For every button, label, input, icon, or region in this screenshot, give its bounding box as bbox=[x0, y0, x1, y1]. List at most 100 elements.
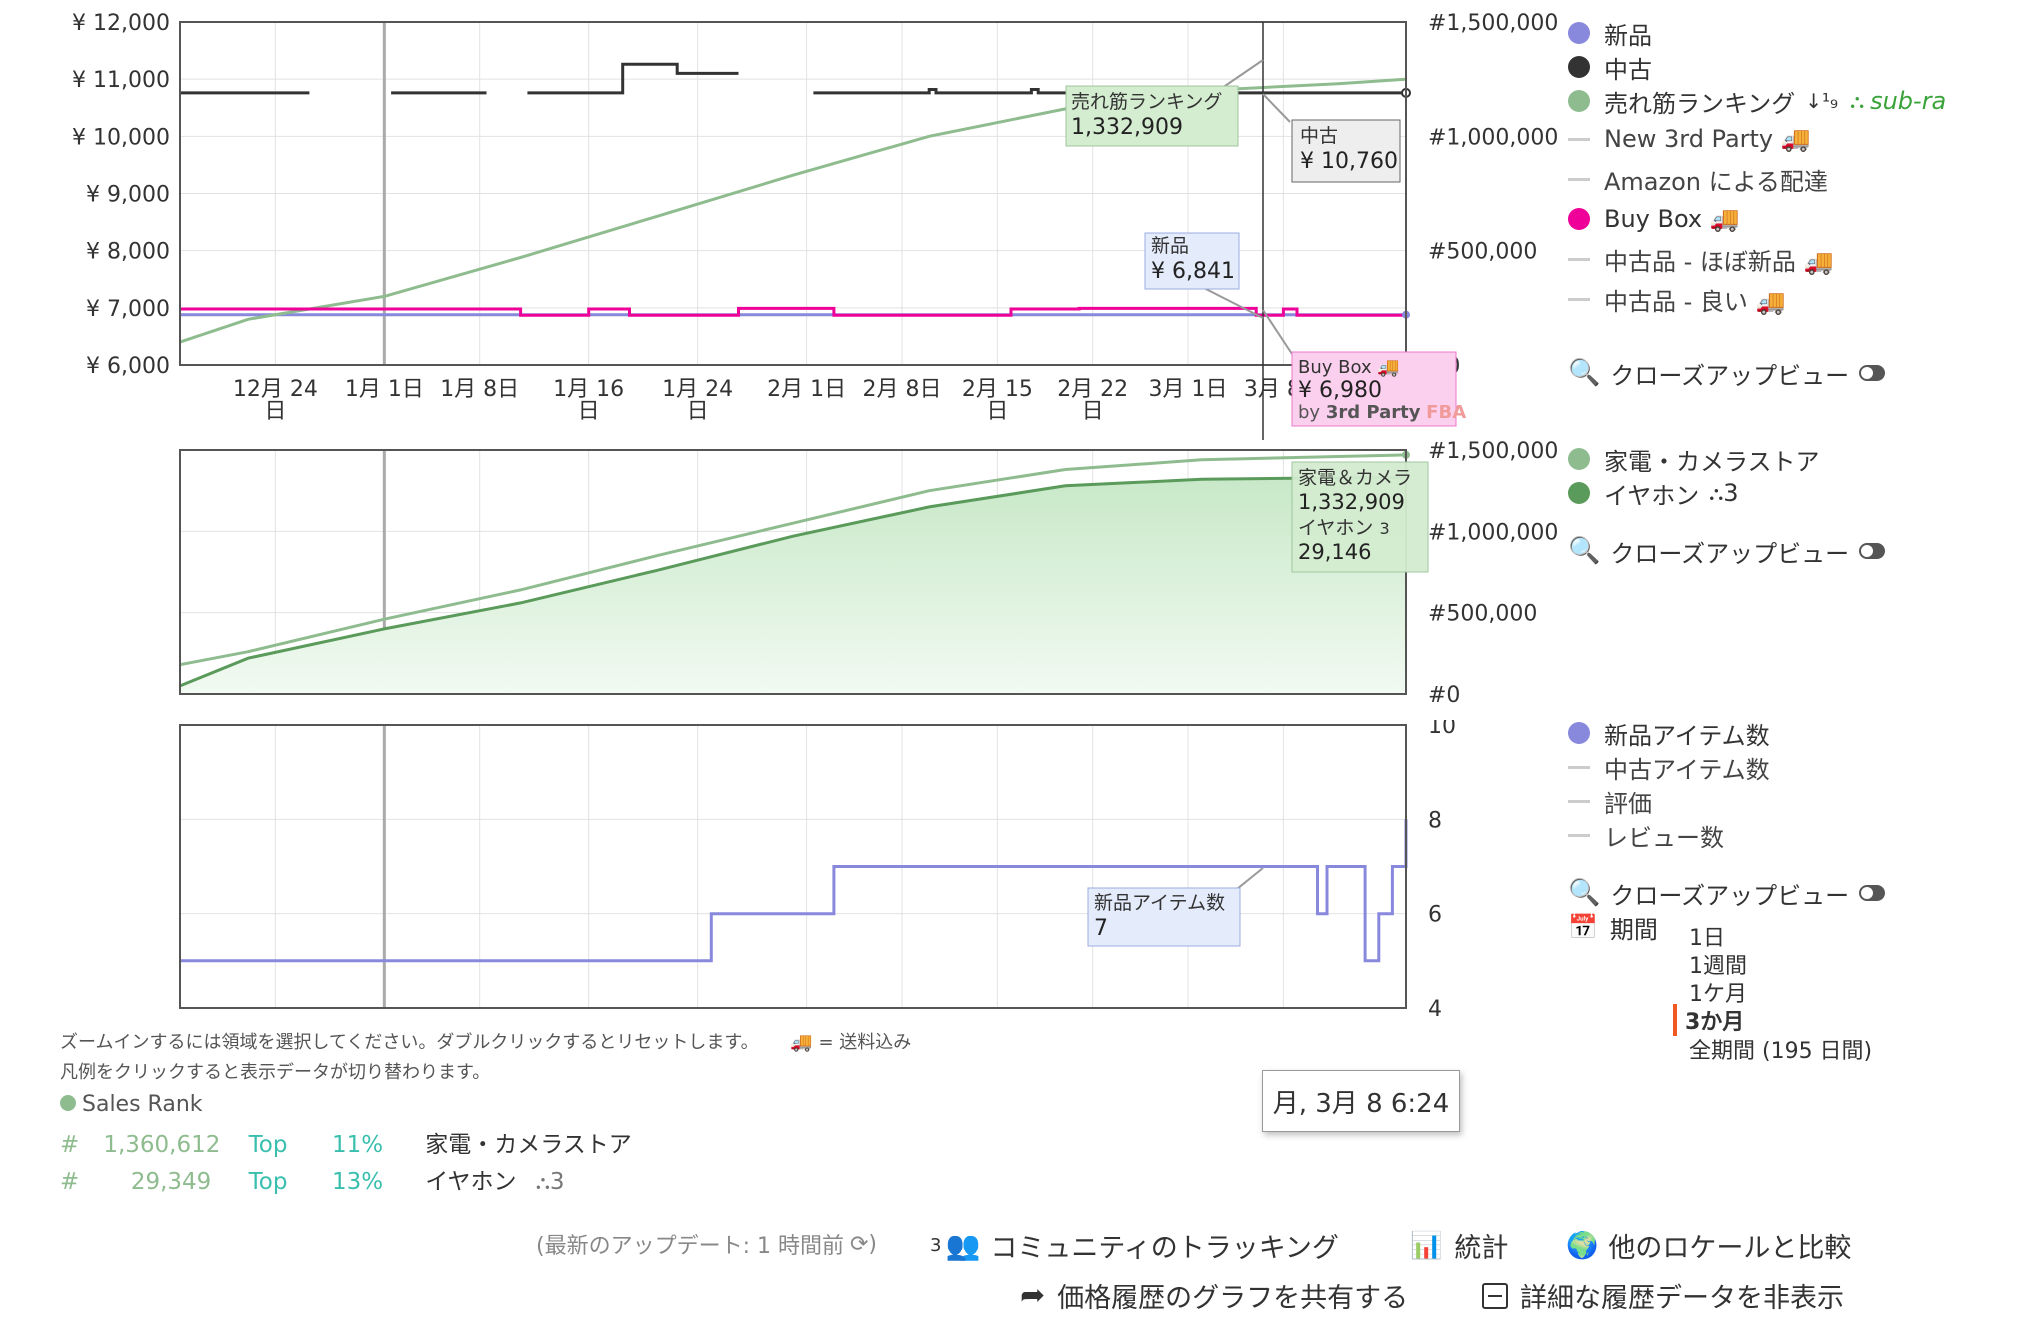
compare-locale-link[interactable]: 🌍 他のロケールと比較 bbox=[1566, 1226, 1851, 1265]
y-axis-left-tick: ¥ 11,000 bbox=[72, 68, 170, 93]
last-update-text: (最新のアップデート: 1 時間前 bbox=[536, 1234, 844, 1259]
legend-dash-icon bbox=[1568, 297, 1590, 301]
legend-item-used-like-new[interactable]: 中古品 - ほぼ新品 🚚 bbox=[1568, 242, 1833, 276]
legend-dot-icon bbox=[1568, 90, 1590, 112]
legend-label: イヤホン bbox=[1604, 481, 1700, 510]
sales-rank-row: # 29,349 Top 13% イヤホン ⛬3 bbox=[60, 1162, 565, 1196]
legend-item-rating[interactable]: 評価 bbox=[1568, 784, 1652, 818]
bar-chart-icon: 📊 bbox=[1410, 1230, 1443, 1261]
rank-category[interactable]: 家電・カメラストア bbox=[425, 1132, 632, 1158]
tooltip-new-offer-count-value: 7 bbox=[1094, 916, 1108, 941]
share-label: 価格履歴のグラフを共有する bbox=[1057, 1283, 1409, 1314]
legend-dash-icon bbox=[1568, 833, 1590, 837]
legend-item-amazon-delivery[interactable]: Amazon による配達 bbox=[1568, 162, 1828, 196]
legend-label: New 3rd Party 🚚 bbox=[1604, 125, 1811, 153]
x-axis-tick: 1月 8日 bbox=[440, 377, 519, 402]
series-line-earphones bbox=[179, 476, 1406, 688]
sales-rank-chart[interactable]: #1,500,000 #1,000,000 #500,000 #0 家電＆カメラ 1,… bbox=[0, 440, 1560, 720]
period-label: 期間 bbox=[1609, 915, 1658, 944]
period-option-1day[interactable]: 1日 bbox=[1689, 926, 1725, 951]
y-axis-right-tick: #500,000 bbox=[1428, 240, 1537, 265]
legend-dash-icon bbox=[1568, 799, 1590, 803]
y-axis-right-tick: #1,500,000 bbox=[1428, 440, 1558, 464]
legend-item-new[interactable]: 新品 bbox=[1568, 16, 1652, 50]
period-option-3months[interactable]: 3か月 bbox=[1673, 1004, 1744, 1036]
rank-hash: # bbox=[60, 1169, 80, 1195]
closeup-label: クローズアップビュー bbox=[1610, 539, 1850, 568]
tooltip-new-value: ¥ 6,841 bbox=[1151, 259, 1235, 284]
legend-item-review-count[interactable]: レビュー数 bbox=[1568, 818, 1724, 852]
compare-label: 他のロケールと比較 bbox=[1608, 1233, 1852, 1264]
legend-dot-icon bbox=[1568, 22, 1590, 44]
price-chart[interactable]: ¥ 12,000 ¥ 11,000 ¥ 10,000 ¥ 9,000 ¥ 8,000 ¥ … bbox=[0, 0, 1560, 440]
minus-square-icon bbox=[1482, 1282, 1508, 1309]
toggle-switch-icon[interactable] bbox=[1859, 543, 1886, 559]
legend-label: 中古品 - ほぼ新品 🚚 bbox=[1604, 247, 1834, 276]
legend-item-used-offers[interactable]: 中古アイテム数 bbox=[1568, 750, 1770, 784]
toggle-switch-icon[interactable] bbox=[1859, 365, 1886, 381]
rank-value: 1,360,612 bbox=[103, 1132, 221, 1158]
y-axis-left-tick: ¥ 12,000 bbox=[72, 11, 170, 36]
closeup-toggle-2[interactable]: 🔍 クローズアップビュー bbox=[1568, 534, 1886, 568]
sort-icon[interactable]: ↓¹₉ bbox=[1805, 89, 1839, 113]
zoom-help-note: ズームインするには領域を選択してください。ダブルクリックするとリセットします。 … bbox=[60, 1028, 911, 1054]
y-axis-left-tick: ¥ 10,000 bbox=[72, 125, 170, 150]
sub-rank-link[interactable]: sub-ra bbox=[1870, 87, 1947, 115]
tooltip-buybox-by: by bbox=[1298, 402, 1320, 423]
period-option-all[interactable]: 全期間 (195 日間) bbox=[1689, 1039, 1873, 1064]
x-axis-tick: 2月 1日 bbox=[767, 377, 846, 402]
closeup-label: クローズアップビュー bbox=[1610, 881, 1850, 910]
tooltip-buybox: Buy Box 🚚 ¥ 6,980 by 3rd Party FBA bbox=[1262, 309, 1466, 427]
period-option-1week[interactable]: 1週間 bbox=[1689, 954, 1747, 979]
offer-count-chart[interactable]: 10 8 6 4 新品アイテム数 7 bbox=[0, 720, 1560, 1020]
y-axis-left-tick: ¥ 8,000 bbox=[86, 240, 170, 265]
legend-item-buy-box[interactable]: Buy Box 🚚 bbox=[1568, 202, 1740, 236]
price-chart-frame bbox=[179, 21, 1407, 366]
last-update: (最新のアップデート: 1 時間前 ⟳) bbox=[536, 1228, 877, 1260]
legend-item-new-3rd-party[interactable]: New 3rd Party 🚚 bbox=[1568, 122, 1811, 156]
offer-count-chart-frame bbox=[179, 724, 1407, 1009]
community-tracking-link[interactable]: 3 👥 コミュニティのトラッキング bbox=[930, 1226, 1339, 1265]
share-graph-link[interactable]: ➦ 価格履歴のグラフを共有する bbox=[1020, 1276, 1408, 1315]
community-label: コミュニティのトラッキング bbox=[990, 1233, 1339, 1264]
legend-item-used[interactable]: 中古 bbox=[1568, 50, 1652, 84]
tooltip-sales-rank: 売れ筋ランキング 1,332,909 bbox=[1065, 59, 1264, 147]
legend-item-sales-rank[interactable]: 売れ筋ランキング ↓¹₉ ⛬ sub-ra bbox=[1568, 84, 1946, 118]
legend-help-note: 凡例をクリックすると表示データが切り替わります。 bbox=[60, 1062, 491, 1083]
globe-icon: 🌍 bbox=[1566, 1230, 1599, 1261]
toggle-switch-icon[interactable] bbox=[1859, 885, 1886, 901]
period-option-1month[interactable]: 1ケ月 bbox=[1689, 982, 1747, 1007]
legend-item-used-good[interactable]: 中古品 - 良い 🚚 bbox=[1568, 282, 1785, 316]
tooltip-new-label: 新品 bbox=[1151, 235, 1189, 257]
rank-category[interactable]: イヤホン bbox=[425, 1169, 517, 1195]
sales-rank-row: # 1,360,612 Top 11% 家電・カメラストア bbox=[60, 1125, 632, 1159]
x-axis-tick: 1月 16 bbox=[553, 377, 624, 402]
sales-rank-title: Sales Rank bbox=[60, 1092, 203, 1117]
legend-item-new-offers[interactable]: 新品アイテム数 bbox=[1568, 716, 1770, 750]
legend-dot-icon bbox=[1568, 208, 1590, 230]
hierarchy-icon[interactable]: ⛬ bbox=[1850, 89, 1865, 113]
refresh-icon[interactable]: ⟳) bbox=[849, 1231, 878, 1257]
hide-history-link[interactable]: 詳細な履歴データを非表示 bbox=[1482, 1276, 1844, 1315]
closeup-toggle-1[interactable]: 🔍 クローズアップビュー bbox=[1568, 356, 1886, 390]
legend-dot-icon bbox=[1568, 56, 1590, 78]
legend-dot-icon bbox=[1568, 482, 1590, 504]
hide-history-label: 詳細な履歴データを非表示 bbox=[1520, 1283, 1844, 1314]
legend-label: 新品アイテム数 bbox=[1604, 721, 1770, 750]
svg-text:イヤホン 3: イヤホン 3 bbox=[1298, 517, 1390, 539]
tooltip-buybox-fba: FBA bbox=[1426, 402, 1466, 423]
tooltip-rank-cat2-suffix: 3 bbox=[1379, 519, 1389, 538]
search-icon: 🔍 bbox=[1568, 878, 1601, 908]
tooltip-buybox-value: ¥ 6,980 bbox=[1298, 378, 1382, 403]
search-icon: 🔍 bbox=[1568, 358, 1601, 388]
y-axis-right-tick: #1,000,000 bbox=[1428, 125, 1558, 150]
legend-label: 新品 bbox=[1604, 21, 1652, 50]
legend-item-electronics[interactable]: 家電・カメラストア bbox=[1568, 442, 1820, 476]
stats-link[interactable]: 📊 統計 bbox=[1410, 1226, 1508, 1265]
legend-item-earphones[interactable]: イヤホン ⛬ 3 bbox=[1568, 476, 1739, 510]
closeup-toggle-3[interactable]: 🔍 クローズアップビュー bbox=[1568, 876, 1886, 910]
y-axis-right-tick: 10 bbox=[1428, 720, 1456, 739]
x-axis-tick: 2月 15 bbox=[962, 377, 1033, 402]
x-axis-tick-line2: 日 bbox=[1082, 399, 1104, 424]
tooltip-rank-cat2-label: イヤホン bbox=[1298, 517, 1373, 539]
